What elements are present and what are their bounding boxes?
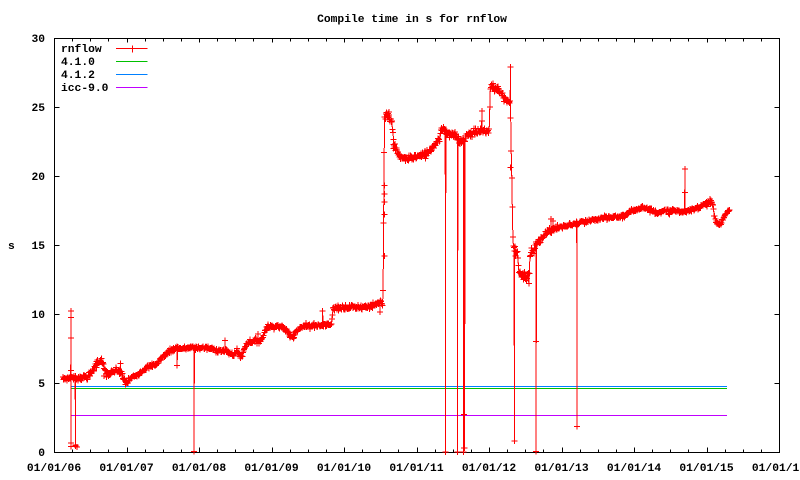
- svg-text:01/01/10: 01/01/10: [317, 463, 371, 475]
- svg-text:s: s: [8, 241, 15, 253]
- svg-text:01/01/13: 01/01/13: [534, 463, 588, 475]
- svg-text:30: 30: [31, 34, 45, 46]
- svg-text:01/01/16: 01/01/16: [752, 463, 800, 475]
- svg-text:15: 15: [31, 241, 45, 253]
- svg-text:01/01/08: 01/01/08: [172, 463, 226, 475]
- svg-text:01/01/06: 01/01/06: [27, 463, 81, 475]
- svg-text:01/01/11: 01/01/11: [389, 463, 443, 475]
- svg-text:01/01/14: 01/01/14: [607, 463, 661, 475]
- svg-text:rnflow: rnflow: [61, 44, 102, 56]
- svg-text:01/01/09: 01/01/09: [244, 463, 298, 475]
- svg-text:01/01/15: 01/01/15: [679, 463, 733, 475]
- svg-text:5: 5: [38, 379, 45, 391]
- svg-text:4.1.2: 4.1.2: [61, 70, 95, 82]
- svg-text:01/01/07: 01/01/07: [99, 463, 153, 475]
- svg-text:25: 25: [31, 103, 45, 115]
- svg-text:01/01/12: 01/01/12: [462, 463, 516, 475]
- svg-text:Compile time in s for rnflow: Compile time in s for rnflow: [317, 14, 507, 26]
- svg-text:4.1.0: 4.1.0: [61, 57, 95, 69]
- svg-text:0: 0: [38, 448, 45, 460]
- svg-text:10: 10: [31, 310, 45, 322]
- svg-text:20: 20: [31, 172, 45, 184]
- svg-text:icc-9.0: icc-9.0: [61, 83, 109, 95]
